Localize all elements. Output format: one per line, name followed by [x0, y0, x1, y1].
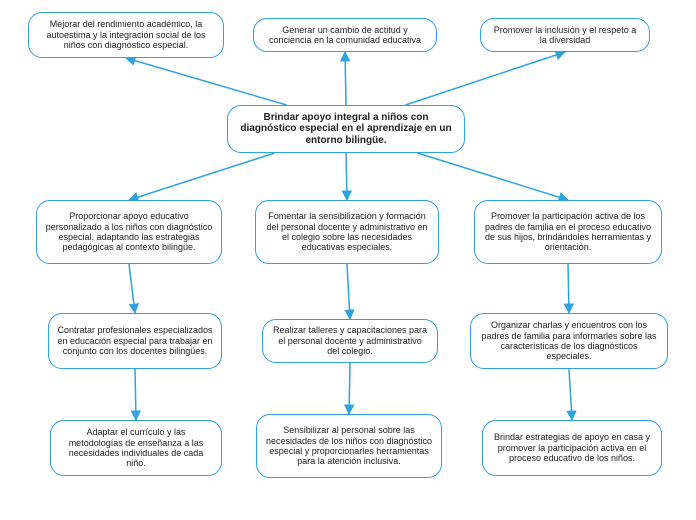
- node-mid_left: Proporcionar apoyo educativo personaliza…: [36, 200, 222, 264]
- node-mid_right: Promover la participación activa de los …: [474, 200, 662, 264]
- node-bot_mid-label: Sensibilizar al personal sobre las neces…: [265, 425, 433, 466]
- edge-center-to-top_right: [406, 52, 566, 105]
- node-bot_mid: Sensibilizar al personal sobre las neces…: [256, 414, 442, 478]
- node-top_left-label: Mejorar del rendimiento académico, la au…: [37, 19, 215, 50]
- edge-low_left-to-bot_left: [135, 369, 136, 420]
- diagram-canvas: Mejorar del rendimiento académico, la au…: [0, 0, 696, 520]
- node-top_mid: Generar un cambio de actitud y concienci…: [253, 18, 437, 52]
- node-top_mid-label: Generar un cambio de actitud y concienci…: [262, 25, 428, 46]
- node-bot_right-label: Brindar estrategias de apoyo en casa y p…: [491, 432, 653, 463]
- node-low_right: Organizar charlas y encuentros con los p…: [470, 313, 668, 369]
- node-bot_left: Adaptar el currículo y las metodologías …: [50, 420, 222, 476]
- edge-center-to-top_mid: [345, 52, 346, 105]
- edge-center-to-top_left: [126, 58, 287, 105]
- edge-center-to-mid_left: [129, 153, 275, 200]
- node-bot_left-label: Adaptar el currículo y las metodologías …: [59, 427, 213, 468]
- edge-low_right-to-bot_right: [569, 369, 572, 420]
- node-low_mid-label: Realizar talleres y capacitaciones para …: [271, 325, 429, 356]
- node-top_left: Mejorar del rendimiento académico, la au…: [28, 12, 224, 58]
- node-low_right-label: Organizar charlas y encuentros con los p…: [479, 320, 659, 361]
- edge-low_mid-to-bot_mid: [349, 363, 350, 414]
- node-top_right: Promover la inclusión y el respeto a la …: [480, 18, 650, 52]
- node-low_left-label: Contratar profesionales especializados e…: [57, 325, 213, 356]
- node-low_left: Contratar profesionales especializados e…: [48, 313, 222, 369]
- node-top_right-label: Promover la inclusión y el respeto a la …: [489, 25, 641, 46]
- node-low_mid: Realizar talleres y capacitaciones para …: [262, 319, 438, 363]
- edge-center-to-mid_right: [417, 153, 568, 200]
- node-mid_left-label: Proporcionar apoyo educativo personaliza…: [45, 211, 213, 252]
- node-center: Brindar apoyo integral a niños con diagn…: [227, 105, 465, 153]
- edge-mid_mid-to-low_mid: [347, 264, 350, 319]
- node-mid_right-label: Promover la participación activa de los …: [483, 211, 653, 252]
- edge-mid_right-to-low_right: [568, 264, 569, 313]
- edge-center-to-mid_mid: [346, 153, 347, 200]
- node-bot_right: Brindar estrategias de apoyo en casa y p…: [482, 420, 662, 476]
- edge-mid_left-to-low_left: [129, 264, 135, 313]
- node-mid_mid: Fomentar la sensibilización y formación …: [255, 200, 439, 264]
- node-mid_mid-label: Fomentar la sensibilización y formación …: [264, 211, 430, 252]
- node-center-label: Brindar apoyo integral a niños con diagn…: [236, 112, 456, 147]
